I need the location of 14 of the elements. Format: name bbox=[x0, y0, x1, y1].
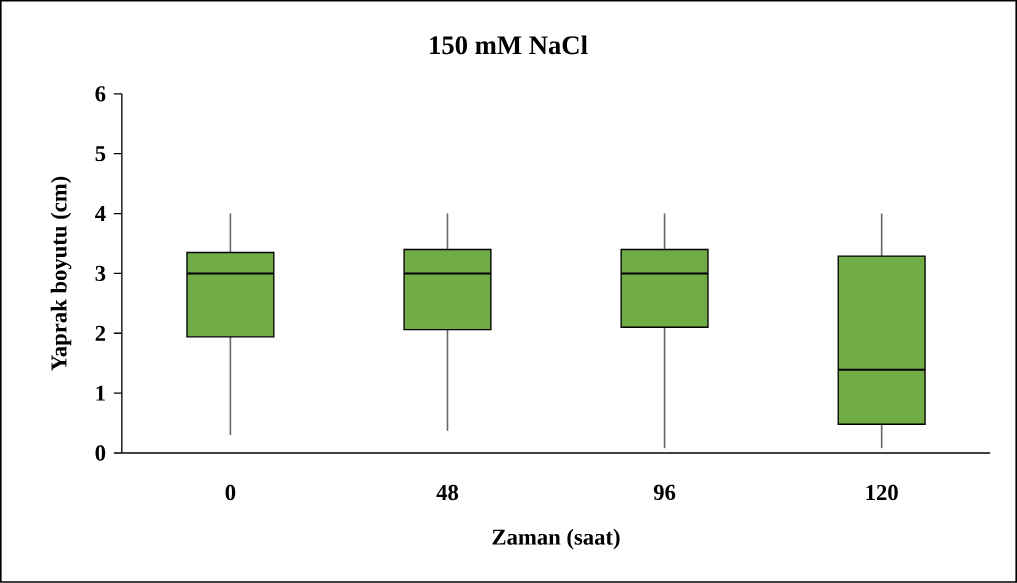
y-tick-label: 2 bbox=[95, 325, 106, 341]
chart-title: 150 mM NaCl bbox=[430, 35, 588, 55]
y-tick-label: 0 bbox=[95, 445, 106, 461]
x-tick-label: 48 bbox=[436, 484, 459, 501]
x-axis-title: Zaman (saat) bbox=[492, 528, 620, 550]
x-tick-label: 120 bbox=[866, 484, 898, 501]
y-tick-label: 3 bbox=[95, 265, 106, 282]
y-tick-label: 1 bbox=[96, 385, 105, 401]
y-axis-title: Yaprak boyutu (cm) bbox=[50, 176, 72, 371]
y-tick-label: 6 bbox=[95, 86, 106, 102]
x-tick-label: 96 bbox=[653, 484, 676, 501]
y-tick-label: 4 bbox=[95, 206, 106, 222]
y-tick-label: 5 bbox=[95, 146, 106, 162]
x-tick-label: 0 bbox=[225, 484, 236, 501]
